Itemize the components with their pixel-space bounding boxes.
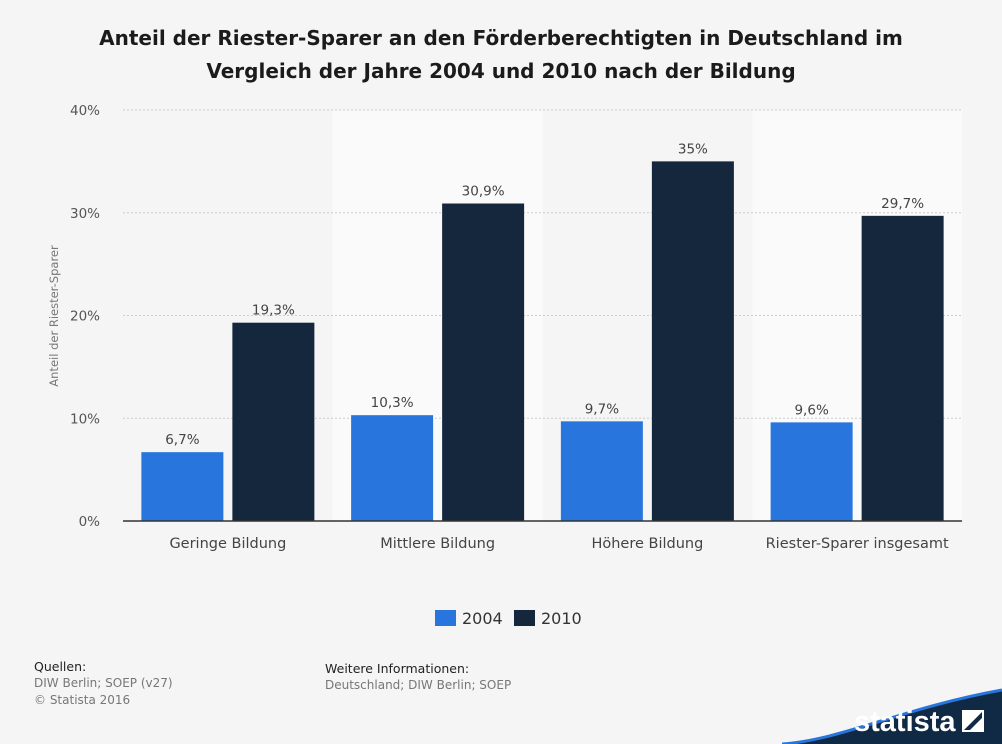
x-tick-label: Riester-Sparer insgesamt [766, 536, 949, 552]
logo-wave-edge [782, 688, 1002, 744]
info-block: Weitere Informationen: Deutschland; DIW … [325, 660, 511, 694]
y-axis-ticks: 0% 10% 20% 30% 40% [70, 103, 100, 530]
chart-title: Anteil der Riester-Sparer an den Förderb… [60, 22, 942, 88]
x-tick-label: Höhere Bildung [591, 536, 703, 552]
bar-2004-3[interactable] [560, 421, 643, 521]
y-tick-label: 0% [79, 514, 101, 530]
data-label: 9,6% [794, 402, 828, 418]
data-labels: 6,7% 19,3% 10,3% 30,9% 9,7% 35% 9,6% 29,7% [165, 141, 924, 448]
bar-2010-2[interactable] [442, 203, 525, 521]
bar-2004-4[interactable] [770, 422, 853, 521]
copyright: © Statista 2016 [34, 693, 131, 707]
x-tick-label: Geringe Bildung [169, 536, 286, 552]
sources-heading: Quellen: [34, 659, 87, 674]
y-tick-label: 20% [70, 309, 100, 325]
legend-label-2010[interactable]: 2010 [541, 609, 582, 628]
data-label: 9,7% [585, 401, 619, 417]
statista-logo[interactable]: statista [782, 678, 1002, 744]
legend-label-2004[interactable]: 2004 [462, 609, 503, 628]
sources-block: Quellen: DIW Berlin; SOEP (v27) © Statis… [34, 658, 173, 709]
chart-title-line2: Vergleich der Jahre 2004 und 2010 nach d… [206, 59, 796, 83]
data-label: 6,7% [165, 432, 199, 448]
bar-2010-3[interactable] [651, 161, 734, 521]
bar-2010-4[interactable] [861, 215, 944, 521]
legend-swatch-2010[interactable] [514, 610, 535, 626]
data-label: 19,3% [252, 303, 295, 319]
legend[interactable]: 2004 2010 [435, 609, 582, 628]
chart-title-line1: Anteil der Riester-Sparer an den Förderb… [99, 26, 903, 50]
bar-2004-2[interactable] [351, 415, 434, 521]
data-label: 30,9% [462, 184, 505, 200]
y-axis-title: Anteil der Riester-Sparer [47, 245, 61, 387]
bars [141, 161, 944, 521]
logo-mark-icon [962, 710, 984, 732]
y-tick-label: 10% [70, 411, 100, 427]
data-label: 35% [678, 141, 708, 157]
data-label: 10,3% [371, 395, 414, 411]
bar-2010-1[interactable] [232, 322, 315, 521]
x-axis: Geringe Bildung Mittlere Bildung Höhere Bi… [123, 520, 962, 552]
legend-swatch-2004[interactable] [435, 610, 456, 626]
info-heading: Weitere Informationen: [325, 661, 470, 676]
logo-text: statista [854, 706, 956, 738]
y-tick-label: 30% [70, 206, 100, 222]
sources-line1[interactable]: DIW Berlin; SOEP (v27) [34, 676, 173, 690]
info-text: Deutschland; DIW Berlin; SOEP [325, 678, 512, 692]
y-tick-label: 40% [70, 103, 100, 119]
x-tick-label: Mittlere Bildung [380, 536, 495, 552]
bar-2004-1[interactable] [141, 452, 224, 521]
data-label: 29,7% [881, 196, 924, 212]
